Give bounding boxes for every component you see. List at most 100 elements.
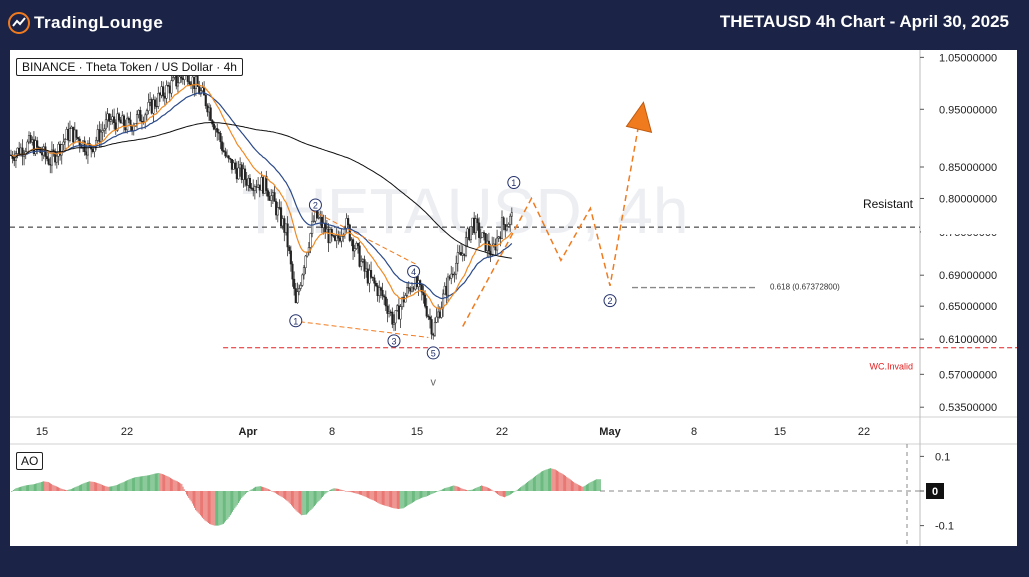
candle xyxy=(224,151,227,157)
ao-bar xyxy=(424,491,426,497)
ao-bar xyxy=(500,491,502,497)
candle xyxy=(289,250,292,265)
ao-bar xyxy=(128,479,130,491)
ao-bar xyxy=(492,490,494,492)
ao-bar xyxy=(221,491,223,525)
chart-legend[interactable]: BINANCE · Theta Token / US Dollar · 4h xyxy=(16,58,243,76)
date-tick-label: 22 xyxy=(858,426,870,438)
ao-bar xyxy=(216,491,217,526)
candle xyxy=(26,141,29,152)
price-tick-label: 0.95000000 xyxy=(939,104,997,116)
ao-bar xyxy=(287,491,289,502)
candle xyxy=(18,147,21,156)
candle xyxy=(91,148,94,152)
ao-bar xyxy=(36,483,38,491)
ao-bar xyxy=(379,491,381,505)
ao-bar xyxy=(249,490,251,491)
candle xyxy=(432,333,435,336)
ao-bar xyxy=(122,482,124,491)
candle xyxy=(77,137,80,140)
candle xyxy=(196,76,199,87)
candle xyxy=(370,270,373,278)
ao-bar xyxy=(456,486,458,491)
date-tick-label: 8 xyxy=(329,426,335,438)
ao-bar xyxy=(496,491,497,494)
ao-bar xyxy=(143,475,145,491)
ao-bar xyxy=(83,483,85,491)
ao-bar xyxy=(74,487,76,491)
ao-bar xyxy=(325,491,327,494)
ao-bar xyxy=(507,491,509,496)
ao-bar xyxy=(261,486,262,491)
ao-bar xyxy=(476,487,478,491)
ao-bar xyxy=(279,491,281,496)
ao-bar xyxy=(335,488,337,491)
candle xyxy=(47,158,50,165)
chart-panel[interactable]: THETAUSD, 4h Resistant WC.Invalid 0.618 (0… xyxy=(10,50,1017,546)
candle xyxy=(248,177,252,189)
ao-bar xyxy=(198,491,200,514)
ao-bar xyxy=(277,491,278,495)
ao-bar xyxy=(526,482,527,491)
date-tick-label: 15 xyxy=(411,426,423,438)
ao-bar xyxy=(535,475,537,491)
ao-bar xyxy=(375,491,376,502)
candle xyxy=(309,233,312,248)
ao-indicator-label[interactable]: AO xyxy=(16,452,44,470)
candle xyxy=(70,126,73,129)
ao-bar xyxy=(46,481,48,491)
ao-bar xyxy=(78,485,80,491)
ao-bar xyxy=(203,491,205,520)
candle xyxy=(283,218,286,233)
wave-label-3: 3 xyxy=(391,336,396,346)
ao-bar xyxy=(24,485,26,491)
ao-bar xyxy=(515,490,517,492)
candle xyxy=(504,224,507,231)
ao-bar xyxy=(516,489,518,491)
ao-bar xyxy=(304,491,306,515)
ao-bar xyxy=(399,491,401,509)
candle xyxy=(216,128,219,133)
ao-bar xyxy=(67,489,69,491)
ao-bar xyxy=(91,481,93,491)
candle xyxy=(373,277,376,284)
ao-bar xyxy=(250,489,252,491)
ao-bar xyxy=(40,482,42,491)
ao-bar xyxy=(569,479,571,491)
ao-bar xyxy=(595,479,596,491)
candle xyxy=(108,113,111,122)
candle xyxy=(117,113,121,121)
ao-bar xyxy=(284,491,285,499)
candle xyxy=(325,228,328,233)
ao-bar xyxy=(470,489,472,491)
ao-bar xyxy=(590,482,592,491)
candle xyxy=(155,105,158,108)
ao-bar xyxy=(131,478,133,491)
ao-bar xyxy=(554,469,556,491)
candle xyxy=(443,285,446,295)
ao-bar xyxy=(577,484,579,491)
ao-bar xyxy=(341,489,343,491)
ao-bar xyxy=(537,474,539,491)
candle xyxy=(478,222,481,238)
candle xyxy=(260,177,263,191)
candle xyxy=(55,155,58,163)
candle xyxy=(329,229,332,244)
ao-bar xyxy=(405,491,406,507)
candle xyxy=(298,288,301,293)
ao-bar xyxy=(560,473,562,491)
ao-tick-label: 0.1 xyxy=(935,451,950,463)
candle xyxy=(212,123,215,130)
candle xyxy=(16,147,19,154)
ao-bar xyxy=(468,490,470,491)
candle xyxy=(204,94,207,107)
wave-label-v: v xyxy=(431,377,437,389)
ao-bar xyxy=(137,476,139,491)
candle xyxy=(106,113,109,121)
ao-bar xyxy=(82,483,84,491)
chart-canvas[interactable]: THETAUSD, 4h Resistant WC.Invalid 0.618 (0… xyxy=(10,50,1017,546)
ao-bar xyxy=(246,491,247,493)
ao-bar xyxy=(505,491,507,497)
ao-bar xyxy=(346,491,348,492)
ao-bar xyxy=(561,473,563,491)
